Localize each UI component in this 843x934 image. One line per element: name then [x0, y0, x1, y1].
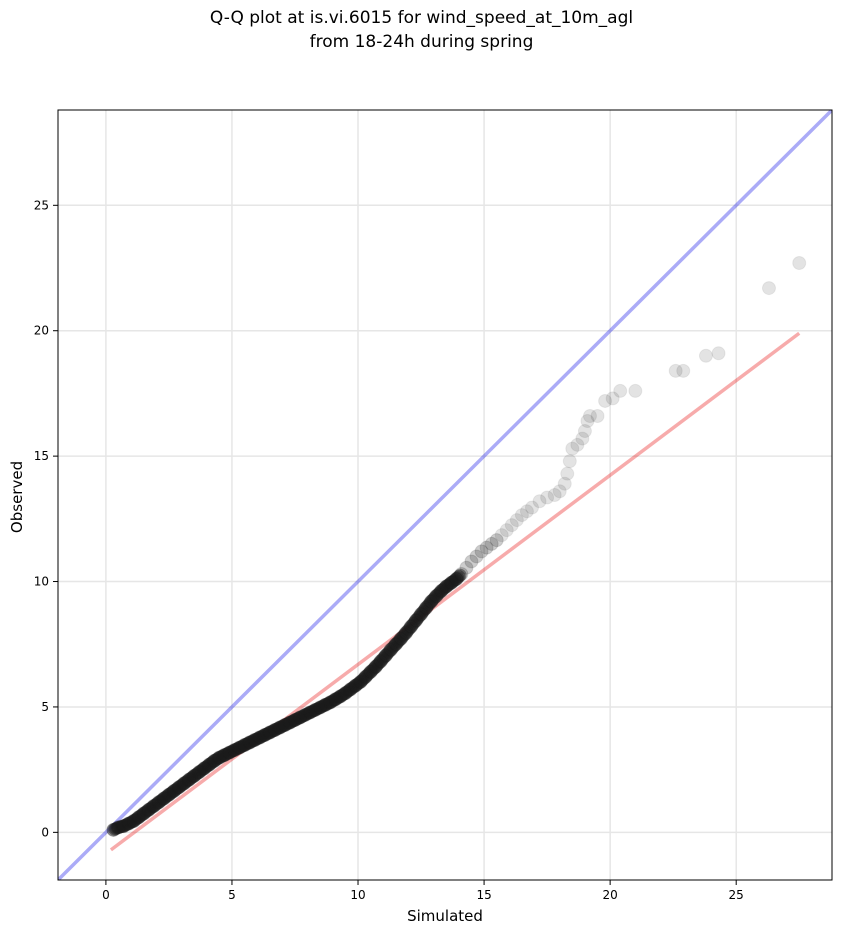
y-tick-label: 25 [34, 198, 49, 212]
y-tick-label: 5 [41, 700, 49, 714]
axes-frame [57, 109, 833, 881]
data-point [590, 408, 605, 423]
chart-title-line-2: from 18-24h during spring [309, 32, 534, 52]
data-point [509, 513, 524, 528]
data-point [489, 533, 504, 548]
data-point [499, 523, 514, 538]
x-tick-label: 25 [729, 888, 744, 902]
y-tick-label: 10 [34, 575, 49, 589]
data-point [613, 383, 628, 398]
data-point [792, 255, 807, 270]
data-point [459, 560, 474, 575]
fit-line [109, 331, 801, 852]
data-point [575, 431, 590, 446]
data-point [479, 540, 494, 555]
data-point [540, 490, 555, 505]
data-point [494, 528, 509, 543]
reference-lines [58, 110, 832, 880]
x-tick-label: 10 [350, 888, 365, 902]
y-tick-label: 15 [34, 449, 49, 463]
chart-title-line-1: Q-Q plot at is.vi.6015 for wind_speed_at… [209, 8, 634, 28]
data-point [668, 363, 683, 378]
data-point [711, 346, 726, 361]
data-point [474, 544, 489, 559]
data-point [524, 500, 539, 515]
data-point [469, 549, 484, 564]
data-point [454, 567, 469, 582]
identity-line [58, 110, 832, 880]
data-point [698, 348, 713, 363]
data-point [552, 484, 567, 499]
y-axis-label: Observed [8, 461, 26, 533]
y-tick-label: 0 [41, 825, 49, 839]
data-point [547, 488, 562, 502]
data-point [532, 494, 547, 509]
y-axis-ticks: 0 5 10 15 20 25 [34, 198, 58, 839]
data-point [570, 437, 585, 452]
x-tick-label: 20 [602, 888, 617, 902]
data-point [484, 536, 499, 551]
data-point [580, 414, 595, 429]
x-axis-ticks: 0 5 10 15 20 25 [102, 880, 744, 902]
data-point [565, 441, 580, 456]
data-point [605, 391, 620, 406]
data-point [449, 572, 464, 587]
data-points [106, 255, 807, 837]
data-point [560, 466, 575, 481]
data-point [453, 568, 467, 582]
data-point [504, 518, 519, 533]
data-point [628, 383, 643, 398]
data-point [676, 363, 691, 378]
data-point [464, 554, 479, 569]
data-point [452, 570, 466, 584]
x-axis-label: Simulated [407, 907, 483, 925]
x-tick-label: 15 [476, 888, 491, 902]
data-point [577, 424, 592, 439]
data-point [519, 504, 534, 519]
data-point [582, 408, 597, 423]
x-tick-label: 0 [102, 888, 110, 902]
data-point [562, 454, 577, 469]
data-point [598, 393, 613, 408]
data-point [761, 281, 776, 296]
y-tick-label: 20 [34, 324, 49, 338]
data-point [557, 476, 572, 491]
data-point [514, 508, 529, 523]
data-point [451, 571, 465, 585]
x-tick-label: 5 [228, 888, 236, 902]
